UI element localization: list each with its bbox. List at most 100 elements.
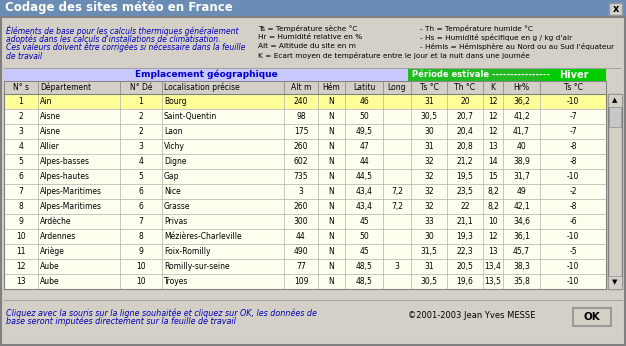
Text: Ariège: Ariège (40, 247, 65, 256)
Text: Hém: Hém (322, 83, 341, 92)
Text: 32: 32 (424, 172, 434, 181)
Text: 602: 602 (294, 157, 308, 166)
Text: N: N (329, 157, 334, 166)
Text: Allier: Allier (40, 142, 60, 151)
Text: 260: 260 (294, 202, 308, 211)
Text: 735: 735 (294, 172, 309, 181)
FancyBboxPatch shape (573, 308, 611, 326)
FancyBboxPatch shape (608, 94, 622, 107)
Text: 9: 9 (19, 217, 23, 226)
Text: -8: -8 (569, 142, 577, 151)
Text: Laon: Laon (164, 127, 183, 136)
Text: Ces valeurs doivent être corrigées si nécessaire dans la feuille: Ces valeurs doivent être corrigées si né… (6, 43, 245, 53)
Text: 30,5: 30,5 (421, 277, 438, 286)
Text: Aisne: Aisne (40, 112, 61, 121)
Text: Alt = Altitude du site en m: Alt = Altitude du site en m (258, 43, 356, 49)
Text: 31: 31 (424, 262, 434, 271)
Text: Période estivale ----------------: Période estivale ---------------- (412, 70, 550, 79)
Text: 10: 10 (136, 277, 146, 286)
Text: 38,3: 38,3 (513, 262, 530, 271)
Text: 44,5: 44,5 (356, 172, 372, 181)
Text: Long: Long (387, 83, 406, 92)
Text: 3: 3 (394, 262, 399, 271)
Text: OK: OK (583, 312, 600, 322)
Text: 5: 5 (138, 172, 143, 181)
Text: -10: -10 (567, 97, 579, 106)
Text: 260: 260 (294, 142, 308, 151)
Text: Emplacement géographique: Emplacement géographique (135, 70, 277, 79)
FancyBboxPatch shape (608, 94, 622, 289)
Text: Vichy: Vichy (164, 142, 185, 151)
Text: 6: 6 (19, 172, 23, 181)
Text: -10: -10 (567, 277, 579, 286)
Text: 6: 6 (138, 202, 143, 211)
Text: Alpes-Maritimes: Alpes-Maritimes (40, 202, 102, 211)
Text: 43,4: 43,4 (356, 202, 372, 211)
FancyBboxPatch shape (609, 3, 622, 15)
Text: Aube: Aube (40, 277, 59, 286)
Text: 45,7: 45,7 (513, 247, 530, 256)
Text: 10: 10 (136, 262, 146, 271)
Text: 8: 8 (19, 202, 23, 211)
Text: 98: 98 (296, 112, 306, 121)
Text: Département: Département (40, 83, 91, 92)
Text: 9: 9 (138, 247, 143, 256)
Text: 2: 2 (138, 127, 143, 136)
Text: 49: 49 (516, 187, 526, 196)
Text: 8,2: 8,2 (487, 187, 499, 196)
FancyBboxPatch shape (4, 259, 606, 274)
Text: Mézières-Charleville: Mézières-Charleville (164, 232, 242, 241)
Text: Alpes-hautes: Alpes-hautes (40, 172, 90, 181)
Text: Ts °C: Ts °C (563, 83, 582, 92)
Text: Ts °C: Ts °C (419, 83, 438, 92)
FancyBboxPatch shape (4, 244, 606, 259)
FancyBboxPatch shape (4, 274, 606, 289)
FancyBboxPatch shape (4, 109, 606, 124)
Text: 13: 13 (488, 142, 498, 151)
Text: 8,2: 8,2 (487, 202, 499, 211)
FancyBboxPatch shape (4, 124, 606, 139)
Text: -8: -8 (569, 202, 577, 211)
Text: 5: 5 (19, 157, 23, 166)
Text: Hiver: Hiver (559, 70, 588, 80)
Text: 2: 2 (19, 112, 23, 121)
FancyBboxPatch shape (4, 169, 606, 184)
Text: 175: 175 (294, 127, 308, 136)
Text: 7: 7 (138, 217, 143, 226)
Text: ©2001-2003 Jean Yves MESSE: ©2001-2003 Jean Yves MESSE (408, 311, 535, 320)
Text: 21,1: 21,1 (457, 217, 473, 226)
Text: 35,8: 35,8 (513, 277, 530, 286)
Text: 77: 77 (296, 262, 306, 271)
Text: Troyes: Troyes (164, 277, 188, 286)
Text: 3: 3 (299, 187, 304, 196)
Text: Localisation précise: Localisation précise (164, 83, 240, 92)
Text: ▲: ▲ (612, 98, 618, 103)
Text: Latitu: Latitu (353, 83, 375, 92)
Text: 38,9: 38,9 (513, 157, 530, 166)
Text: 13: 13 (488, 247, 498, 256)
Text: base seront imputées directement sur la feuille de travail: base seront imputées directement sur la … (6, 317, 236, 327)
Text: 30,5: 30,5 (421, 112, 438, 121)
Text: N: N (329, 262, 334, 271)
FancyBboxPatch shape (4, 199, 606, 214)
Text: 14: 14 (488, 157, 498, 166)
Text: N: N (329, 127, 334, 136)
Text: 21,2: 21,2 (457, 157, 473, 166)
Text: N° Dé: N° Dé (130, 83, 152, 92)
Text: Grasse: Grasse (164, 202, 190, 211)
Text: 1: 1 (138, 97, 143, 106)
Text: Th °C: Th °C (454, 83, 476, 92)
Text: 300: 300 (294, 217, 309, 226)
Text: Aube: Aube (40, 262, 59, 271)
Text: 33: 33 (424, 217, 434, 226)
Text: 44: 44 (296, 232, 306, 241)
Text: 48,5: 48,5 (356, 277, 372, 286)
Text: -2: -2 (569, 187, 577, 196)
Text: - Hémis = Hémisphère au Nord ou au Sud l'équateur: - Hémis = Hémisphère au Nord ou au Sud l… (420, 43, 614, 50)
Text: Gap: Gap (164, 172, 180, 181)
Text: Ts = Température sèche °C: Ts = Température sèche °C (258, 25, 357, 32)
Text: 13,5: 13,5 (485, 277, 501, 286)
Text: 3: 3 (19, 127, 23, 136)
FancyBboxPatch shape (4, 214, 606, 229)
FancyBboxPatch shape (4, 81, 606, 94)
